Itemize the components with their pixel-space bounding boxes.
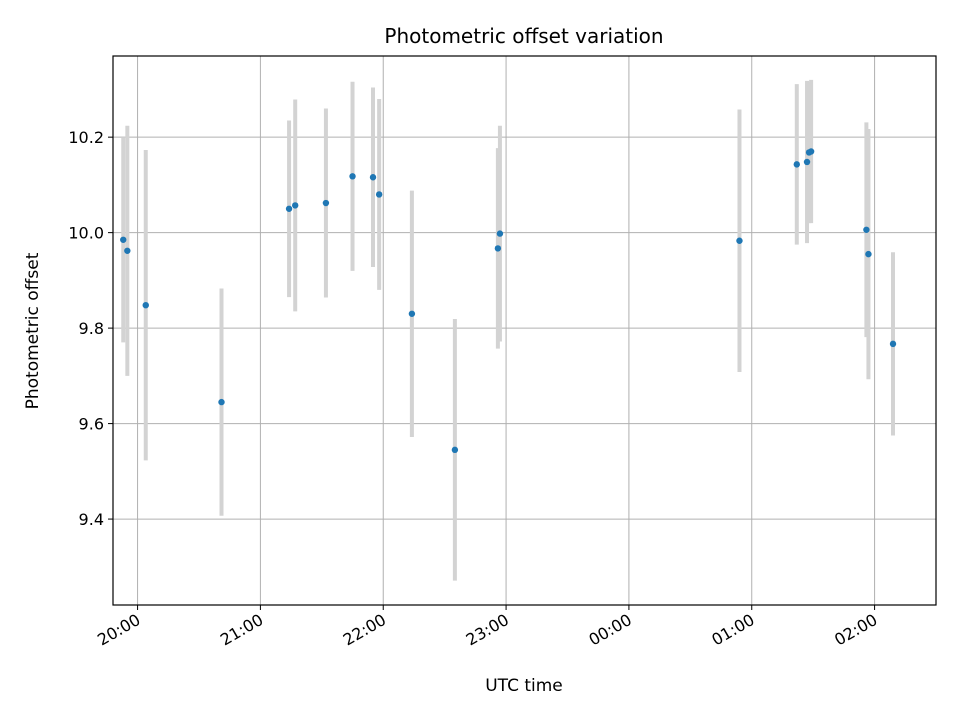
y-axis-ticks: 9.4 9.6 9.8 10.0 10.2 bbox=[68, 128, 113, 529]
plot-frame bbox=[112, 55, 937, 606]
x-axis-title: UTC time bbox=[485, 676, 563, 696]
error-bars bbox=[121, 79, 896, 581]
chart-title: Photometric offset variation bbox=[384, 24, 663, 48]
y-tick-label: 9.4 bbox=[79, 510, 104, 529]
data-point bbox=[322, 199, 330, 207]
y-tick-label: 10.2 bbox=[68, 128, 104, 147]
y-tick-label: 9.8 bbox=[79, 319, 104, 338]
data-point bbox=[494, 245, 502, 252]
data-point bbox=[292, 202, 299, 209]
data-point bbox=[863, 226, 870, 233]
data-point bbox=[496, 230, 504, 237]
data-point bbox=[369, 174, 377, 181]
x-tick-label: 22:00 bbox=[340, 610, 389, 650]
y-tick-label: 10.0 bbox=[68, 224, 104, 243]
x-tick-label: 23:00 bbox=[463, 610, 512, 650]
data-point bbox=[451, 446, 459, 454]
x-tick-label: 02:00 bbox=[831, 610, 880, 650]
data-point bbox=[803, 158, 811, 166]
data-point bbox=[142, 301, 149, 309]
grid bbox=[113, 56, 936, 605]
data-point bbox=[807, 148, 815, 155]
data-points bbox=[120, 148, 897, 454]
data-point bbox=[889, 340, 897, 348]
y-axis-title: Photometric offset bbox=[23, 252, 43, 409]
data-point bbox=[793, 161, 800, 168]
data-point bbox=[218, 398, 225, 406]
x-tick-label: 00:00 bbox=[585, 610, 634, 650]
data-point bbox=[408, 310, 416, 317]
data-point bbox=[124, 247, 131, 254]
x-tick-label: 01:00 bbox=[708, 610, 757, 650]
x-tick-label: 20:00 bbox=[94, 610, 143, 650]
data-point bbox=[349, 173, 356, 180]
data-point bbox=[120, 236, 127, 243]
x-tick-label: 21:00 bbox=[217, 610, 266, 650]
data-point bbox=[736, 237, 743, 244]
data-point bbox=[375, 191, 383, 198]
x-axis-ticks: 20:00 21:00 22:00 23:00 00:00 01:00 02:00 bbox=[94, 605, 881, 650]
data-point bbox=[285, 205, 293, 212]
data-point bbox=[865, 250, 872, 258]
y-tick-label: 9.6 bbox=[79, 415, 104, 434]
